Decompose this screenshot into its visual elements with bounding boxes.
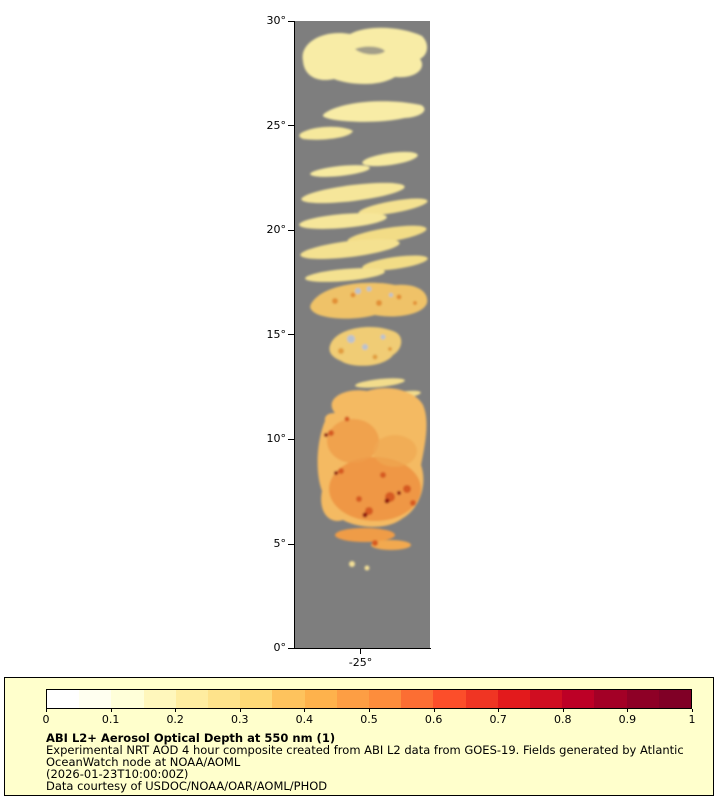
colorbar-tick xyxy=(110,709,112,712)
colorbar-segment xyxy=(497,690,531,708)
y-axis-tick-label: 15° xyxy=(266,328,287,341)
colorbar-segment xyxy=(562,690,595,708)
colorbar-tick xyxy=(433,709,435,712)
y-axis-tick xyxy=(288,125,294,126)
colorbar-segment xyxy=(143,690,176,708)
y-axis-tick xyxy=(288,544,294,545)
y-axis-tick-label: 30° xyxy=(266,14,287,27)
y-axis-tick-label: 5° xyxy=(273,537,287,550)
colorbar-segment xyxy=(272,690,305,708)
colorbar xyxy=(46,689,692,709)
y-axis-tick xyxy=(288,230,294,231)
colorbar-segment xyxy=(465,690,498,708)
y-axis-tick xyxy=(288,648,294,649)
colorbar-tick xyxy=(304,709,306,712)
legend-courtesy: Data courtesy of USDOC/NOAA/OAR/AOML/PHO… xyxy=(46,779,328,793)
colorbar-tick-label: 0 xyxy=(42,713,50,726)
legend-timestamp: (2026-01-23T10:00:00Z) xyxy=(46,767,189,781)
colorbar-tick-label: 0.1 xyxy=(101,713,120,726)
colorbar-segment xyxy=(79,690,112,708)
colorbar-ticks: 0 0.1 0.2 0.3 0.4 0.5 0.6 0.7 0.8 0.9 1 xyxy=(42,709,696,727)
y-axis-tick-label: 20° xyxy=(266,223,287,236)
legend-description: Experimental NRT AOD 4 hour composite cr… xyxy=(46,743,684,769)
colorbar-tick xyxy=(46,709,47,712)
colorbar-segment xyxy=(208,690,241,708)
colorbar-segment xyxy=(240,690,273,708)
legend-panel: 0 0.1 0.2 0.3 0.4 0.5 0.6 0.7 0.8 0.9 1 ABI L2+ Ae… xyxy=(4,677,714,796)
colorbar-segment xyxy=(658,690,692,708)
colorbar-segment xyxy=(336,690,370,708)
x-axis-line xyxy=(294,648,431,649)
colorbar-segment xyxy=(175,690,209,708)
x-axis-tick-label: -25° xyxy=(348,656,373,669)
colorbar-segment xyxy=(594,690,627,708)
colorbar-tick xyxy=(498,709,500,712)
colorbar-tick-label: 0.2 xyxy=(166,713,184,726)
colorbar-tick xyxy=(175,709,177,712)
colorbar-segment xyxy=(401,690,434,708)
y-axis-tick-label: 0° xyxy=(273,641,287,654)
aod-raster xyxy=(295,21,430,648)
y-axis-line xyxy=(294,21,295,649)
colorbar-segment xyxy=(369,690,402,708)
colorbar-tick-label: 0.6 xyxy=(424,713,443,726)
colorbar-tick-label: 0.7 xyxy=(489,713,507,726)
colorbar-tick xyxy=(239,709,241,712)
legend-text-block: ABI L2+ Aerosol Optical Depth at 550 nm … xyxy=(46,732,714,792)
colorbar-tick-label: 1 xyxy=(688,713,696,726)
y-axis-tick-label: 25° xyxy=(266,119,287,132)
colorbar-segment xyxy=(111,690,144,708)
colorbar-tick-label: 0.5 xyxy=(360,713,378,726)
x-axis-tick xyxy=(360,649,361,654)
legend-title: ABI L2+ Aerosol Optical Depth at 550 nm … xyxy=(46,731,336,745)
colorbar-tick xyxy=(562,709,564,712)
colorbar-segment xyxy=(47,690,80,708)
aod-map xyxy=(295,21,430,648)
colorbar-tick xyxy=(627,709,629,712)
colorbar-tick-label: 0.8 xyxy=(554,713,572,726)
colorbar-segment xyxy=(626,690,659,708)
y-axis-tick xyxy=(288,334,294,335)
colorbar-tick-label: 0.3 xyxy=(231,713,249,726)
colorbar-segment xyxy=(304,690,337,708)
colorbar-segment xyxy=(433,690,466,708)
colorbar-tick xyxy=(369,709,370,712)
colorbar-tick xyxy=(692,709,693,712)
y-axis-tick xyxy=(288,439,294,440)
colorbar-tick-label: 0.9 xyxy=(618,713,637,726)
colorbar-segment xyxy=(530,690,563,708)
y-axis-tick-label: 10° xyxy=(266,432,287,445)
y-axis-tick xyxy=(288,21,294,22)
colorbar-tick-label: 0.4 xyxy=(295,713,314,726)
